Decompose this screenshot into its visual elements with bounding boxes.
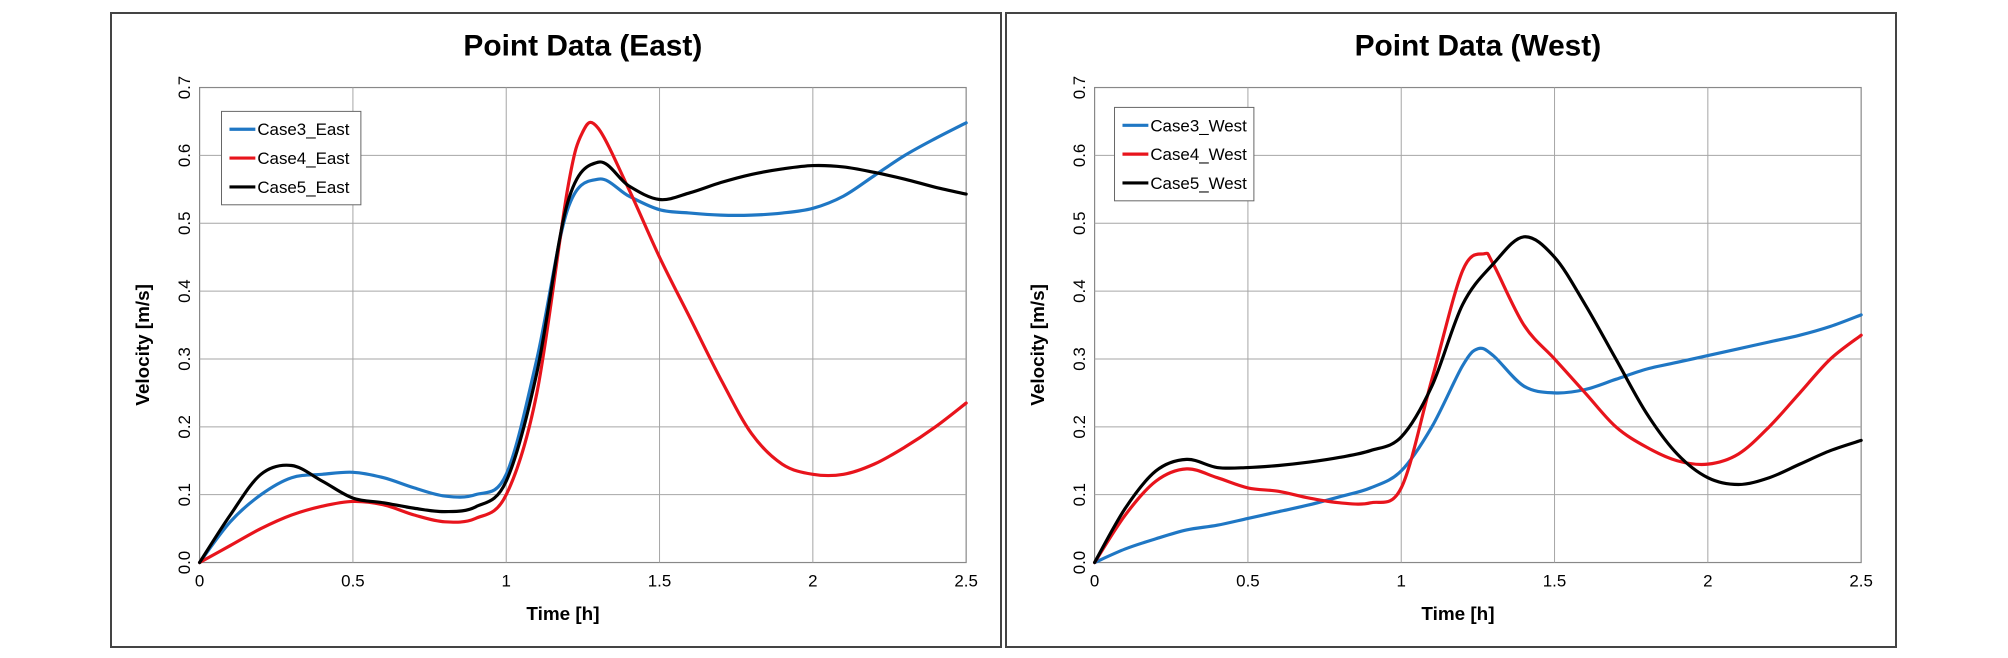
x-tick-label: 0.5 — [341, 571, 365, 590]
series-line — [1093, 313, 1863, 565]
y-axis-label: Velocity [m/s] — [133, 284, 154, 406]
y-tick-label: 0.5 — [175, 212, 194, 235]
x-tick-label: 2.5 — [954, 571, 978, 590]
y-tick-label: 0.3 — [175, 347, 194, 370]
chart-panel-west: Point Data (West) 0 0.5 1 1.5 2 2.5 0.0 0.1 0.2 0.… — [1005, 12, 1897, 648]
chart-east: Point Data (East) 0 0.5 1 1.5 2 2.5 0.0 0.1 0.2 0.… — [133, 30, 978, 625]
chart-title: Point Data (East) — [463, 30, 702, 63]
x-tick-label: 1.5 — [648, 571, 672, 590]
y-tick-label: 0.4 — [1070, 279, 1089, 302]
chart-title: Point Data (West) — [1355, 30, 1602, 63]
x-tick-label: 2.5 — [1849, 571, 1873, 590]
series-line — [1093, 251, 1863, 565]
chart-west: Point Data (West) 0 0.5 1 1.5 2 2.5 0.0 0.1 0.2 0.… — [1028, 30, 1873, 625]
x-tick-label: 2 — [1703, 571, 1712, 590]
x-tick-label: 1.5 — [1543, 571, 1567, 590]
x-axis-label: Time [h] — [526, 604, 599, 625]
legend-entry: Case3_East — [257, 120, 349, 139]
y-tick-label: 0.7 — [175, 76, 194, 99]
x-tick-label: 1 — [1397, 571, 1406, 590]
y-tick-label: 0.5 — [1070, 212, 1089, 235]
legend-entry: Case4_West — [1150, 145, 1247, 164]
x-tick-label: 1 — [502, 571, 511, 590]
y-tick-label: 0.2 — [1070, 415, 1089, 438]
series-line — [198, 121, 968, 565]
y-tick-label: 0.1 — [1070, 483, 1089, 506]
series-line — [1093, 235, 1863, 565]
legend-entry: Case5_East — [257, 178, 349, 197]
legend-entry: Case3_West — [1150, 116, 1247, 135]
y-tick-label: 0.0 — [1070, 551, 1089, 574]
x-tick-label: 2 — [808, 571, 817, 590]
y-tick-label: 0.3 — [1070, 347, 1089, 370]
series-line — [198, 160, 968, 565]
legend-entry: Case5_West — [1150, 174, 1247, 193]
x-axis-label: Time [h] — [1421, 604, 1494, 625]
y-tick-label: 0.4 — [175, 279, 194, 302]
y-tick-label: 0.2 — [175, 415, 194, 438]
y-tick-label: 0.6 — [175, 144, 194, 167]
y-tick-label: 0.7 — [1070, 76, 1089, 99]
x-tick-label: 0 — [195, 571, 204, 590]
y-tick-label: 0.1 — [175, 483, 194, 506]
y-tick-label: 0.0 — [175, 551, 194, 574]
series-line — [198, 120, 968, 565]
y-tick-label: 0.6 — [1070, 144, 1089, 167]
x-tick-label: 0.5 — [1236, 571, 1260, 590]
y-axis-label: Velocity [m/s] — [1028, 284, 1049, 406]
chart-panel-east: Point Data (East) 0 0.5 1 1.5 2 2.5 0.0 0.1 0.2 0.… — [110, 12, 1002, 648]
x-tick-label: 0 — [1090, 571, 1099, 590]
legend-entry: Case4_East — [257, 149, 349, 168]
